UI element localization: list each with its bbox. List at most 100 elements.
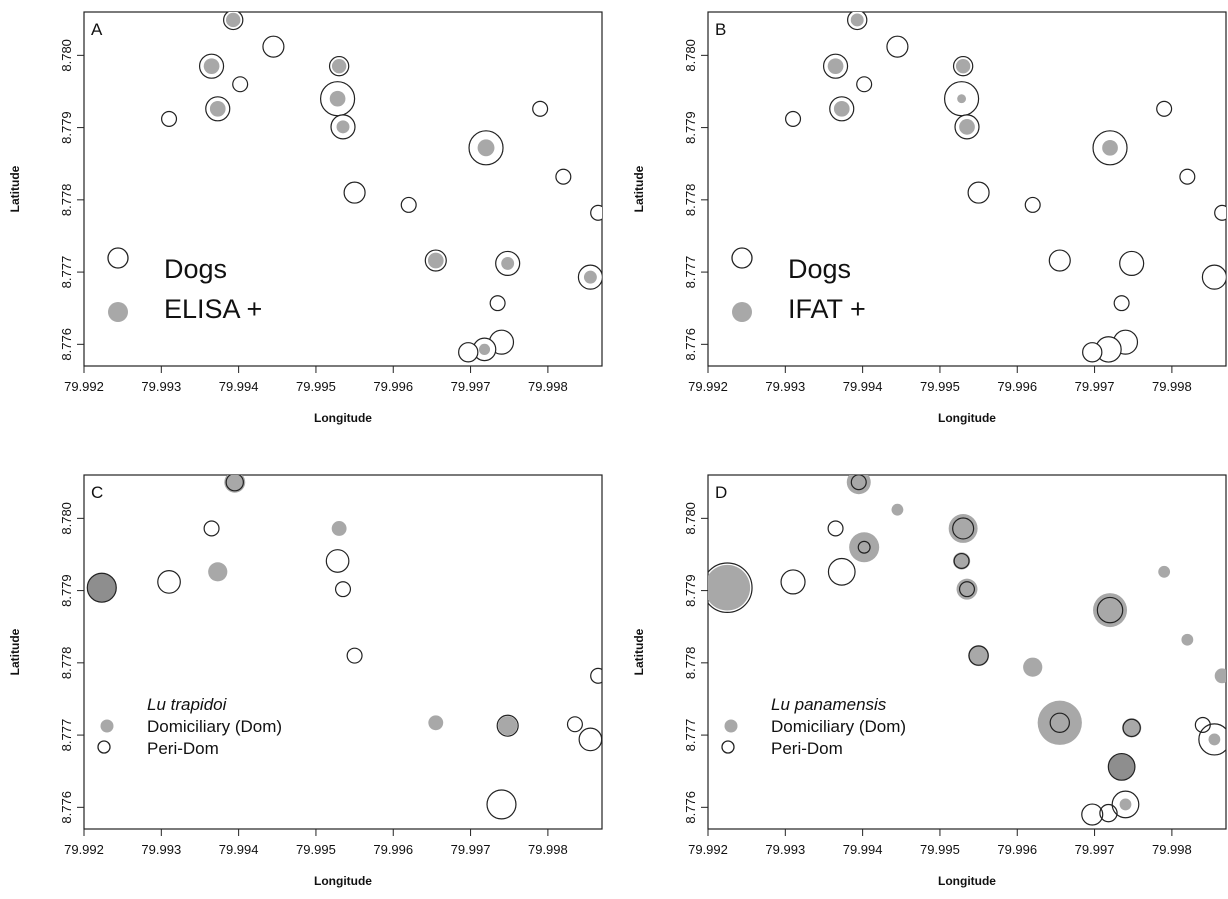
y-tick-label: 8.776 xyxy=(683,328,698,361)
panel-a: 79.992 79.993 79.994 79.995 79.996 79.997 79.9… xyxy=(8,11,603,425)
x-tick-label: 79.993 xyxy=(141,379,181,394)
domiciliary-sandfly-dot xyxy=(891,503,904,516)
dog-count-circle xyxy=(555,168,572,185)
x-tick-label: 79.992 xyxy=(688,842,728,857)
dog-count-circle xyxy=(590,204,602,221)
domiciliary-sandfly-dot xyxy=(708,564,751,611)
domiciliary-sandfly-dot xyxy=(1122,718,1142,738)
x-tick-label: 79.996 xyxy=(373,842,413,857)
panel-b: 79.992 79.993 79.994 79.995 79.996 79.997 79.9… xyxy=(632,11,1227,425)
y-tick-label: 8.777 xyxy=(683,256,698,289)
peridomestic-sandfly-circle xyxy=(590,667,602,684)
domiciliary-sandfly-dot xyxy=(952,552,971,570)
peridomestic-sandfly-circle xyxy=(225,475,244,492)
x-tick-label: 79.992 xyxy=(688,379,728,394)
positive-dogs-dot xyxy=(501,256,515,270)
domiciliary-sandfly-dot xyxy=(1093,593,1128,628)
dog-count-circle xyxy=(785,110,802,127)
y-tick-label: 8.779 xyxy=(59,574,74,607)
x-tick-label: 79.994 xyxy=(219,379,259,394)
legend-label: Domiciliary (Dom) xyxy=(147,717,282,736)
peridomestic-sandfly-circle xyxy=(1107,752,1136,781)
domiciliary-sandfly-dot xyxy=(1181,633,1194,646)
panel-letter: B xyxy=(715,20,726,39)
positive-dogs-dot xyxy=(329,90,346,107)
dog-count-circle xyxy=(1113,295,1130,312)
x-axis-title: Longitude xyxy=(314,411,372,425)
peridomestic-sandfly-circle xyxy=(827,520,844,537)
legend-filled-circle xyxy=(108,302,128,322)
domiciliary-sandfly-dot xyxy=(1108,753,1135,781)
y-axis-title: Latitude xyxy=(8,165,22,212)
legend: Dogs ELISA + xyxy=(107,247,262,324)
x-tick-label: 79.994 xyxy=(219,842,259,857)
x-tick-label: 79.993 xyxy=(765,842,805,857)
y-tick-label: 8.777 xyxy=(59,256,74,289)
domiciliary-sandfly-dot xyxy=(498,716,518,736)
peridomestic-sandfly-circle xyxy=(1111,790,1140,819)
peridomestic-sandfly-circle xyxy=(827,557,856,586)
domiciliary-sandfly-dot xyxy=(224,475,246,493)
plot-frame xyxy=(83,11,603,367)
domiciliary-sandfly-dot xyxy=(968,645,990,667)
legend-label: Peri-Dom xyxy=(771,739,843,758)
plot-frame xyxy=(707,11,1227,367)
dog-count-circle xyxy=(232,76,249,93)
peridomestic-sandfly-circle xyxy=(1049,712,1070,734)
dog-count-circle xyxy=(343,181,366,204)
positive-dogs-dot xyxy=(827,58,844,75)
peridomestic-sandfly-circle xyxy=(952,517,975,540)
x-tick-label: 79.994 xyxy=(843,842,883,857)
domiciliary-sandfly-dot xyxy=(1208,733,1221,746)
x-tick-label: 79.995 xyxy=(296,842,336,857)
data-points xyxy=(86,475,602,820)
x-tick-label: 79.992 xyxy=(64,379,104,394)
y-tick-label: 8.777 xyxy=(683,719,698,752)
x-tick-label: 79.993 xyxy=(141,842,181,857)
y-tick-label: 8.776 xyxy=(59,328,74,361)
peridomestic-sandfly-circle xyxy=(1194,716,1211,733)
peridomestic-sandfly-circle xyxy=(850,475,867,491)
positive-dogs-dot xyxy=(427,252,444,269)
y-tick-label: 8.780 xyxy=(59,39,74,72)
peridomestic-sandfly-circle xyxy=(1096,596,1124,624)
dog-count-circle xyxy=(262,35,285,58)
x-tick-label: 79.996 xyxy=(997,842,1037,857)
positive-dogs-dot xyxy=(478,343,491,355)
dog-count-circle xyxy=(400,196,417,213)
dog-count-circle xyxy=(1082,342,1103,363)
x-axis-title: Longitude xyxy=(314,874,372,888)
peridomestic-sandfly-circle xyxy=(486,789,517,820)
x-tick-label: 79.997 xyxy=(1075,842,1115,857)
x-tick-label: 79.998 xyxy=(528,379,568,394)
peridomestic-sandfly-circle xyxy=(325,549,350,573)
peridomestic-sandfly-circle xyxy=(708,562,753,614)
positive-dogs-dot xyxy=(209,100,226,117)
peridomestic-sandfly-circle xyxy=(566,716,583,733)
dog-count-circle xyxy=(1179,168,1196,185)
data-points xyxy=(785,12,1226,363)
y-tick-label: 8.778 xyxy=(683,184,698,217)
peridomestic-sandfly-circle xyxy=(953,552,970,570)
y-tick-label: 8.778 xyxy=(59,647,74,680)
domiciliary-sandfly-dot xyxy=(1023,657,1043,677)
positive-dogs-dot xyxy=(833,100,850,117)
panel-letter: A xyxy=(91,20,103,39)
x-tick-label: 79.997 xyxy=(451,379,491,394)
y-tick-label: 8.776 xyxy=(59,791,74,824)
peridomestic-sandfly-circle xyxy=(958,581,976,598)
domiciliary-sandfly-dot xyxy=(87,573,117,603)
positive-dogs-dot xyxy=(477,139,495,157)
positive-dogs-dot xyxy=(336,120,350,134)
x-tick-label: 79.998 xyxy=(528,842,568,857)
peridomestic-sandfly-circle xyxy=(1081,803,1104,826)
y-tick-label: 8.776 xyxy=(683,791,698,824)
y-tick-label: 8.779 xyxy=(683,111,698,144)
positive-dogs-dot xyxy=(1102,139,1118,156)
y-tick-label: 8.780 xyxy=(683,502,698,535)
peridomestic-sandfly-circle xyxy=(1198,723,1226,756)
peridomestic-sandfly-circle xyxy=(334,581,352,598)
panel-letter: C xyxy=(91,483,103,502)
dog-count-circle xyxy=(1119,250,1145,277)
